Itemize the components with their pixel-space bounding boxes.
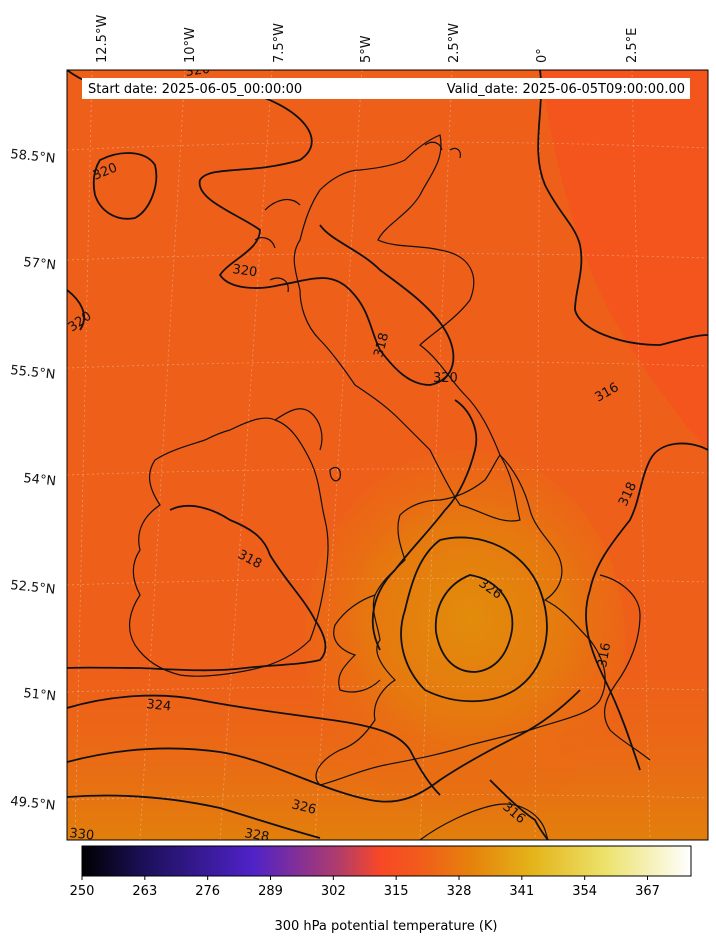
north-ireland-coast	[274, 408, 323, 451]
contour-324	[67, 694, 441, 796]
contour-label: 324	[146, 697, 172, 715]
longitude-labels: 12.5°W 10°W 7.5°W 5°W 2.5°W 0° 2.5°E	[95, 15, 640, 63]
colorbar-ticks	[81, 876, 648, 880]
lon-label: 2.5°W	[447, 23, 462, 63]
coastlines	[128, 134, 651, 840]
lat-label: 55.5°N	[10, 363, 56, 383]
colorbar-tick-label: 276	[195, 884, 221, 899]
contour-316	[537, 70, 708, 346]
england-coast	[315, 454, 606, 786]
france-coast	[419, 803, 549, 840]
contour-326-core	[434, 574, 514, 673]
colorbar-tick-label: 354	[572, 884, 598, 899]
colorbar-tick-label: 315	[383, 884, 409, 899]
lon-label: 5°W	[359, 35, 374, 63]
netherlands-coast	[599, 574, 651, 761]
lat-label: 58.5°N	[10, 147, 56, 167]
colorbar-tick-label: 328	[446, 884, 472, 899]
colorbar-title: 300 hPa potential temperature (K)	[274, 919, 498, 934]
map-frame	[66, 69, 709, 841]
contour-label: 326	[290, 797, 318, 818]
orkney-coast	[424, 141, 461, 159]
colorbar	[81, 845, 692, 877]
cool-east-shading	[540, 70, 708, 450]
contour-324-ring	[400, 536, 548, 703]
contour-318-east	[585, 442, 708, 771]
lat-label: 52.5°N	[10, 578, 56, 598]
ireland-coast	[128, 417, 329, 677]
lat-label: 49.5°N	[10, 794, 56, 814]
lon-label: 0°	[535, 48, 550, 63]
contour-320-west	[67, 289, 85, 331]
map-panel: 320 320 320 320 318 320 316 318 318 326 …	[67, 62, 708, 845]
colorbar-tick-label: 302	[320, 884, 346, 899]
contour-label: 316	[595, 642, 614, 669]
colorbar-tick-label: 263	[132, 884, 158, 899]
contour-label: 320	[433, 371, 458, 386]
valid-date-label: Valid_date: 2025-06-05T09:00:00.00	[447, 82, 685, 97]
lat-label: 54°N	[23, 471, 57, 489]
lat-label: 57°N	[23, 255, 57, 273]
contour-320-east	[371, 399, 478, 651]
lon-label: 10°W	[183, 27, 198, 63]
latitude-labels: 58.5°N 57°N 55.5°N 54°N 52.5°N 51°N 49.5…	[10, 147, 57, 814]
warm-core-shading	[305, 450, 625, 830]
contour-label: 318	[371, 331, 392, 359]
lon-label: 12.5°W	[95, 15, 110, 63]
contour-320-north	[67, 70, 455, 386]
colorbar-tick-label: 367	[635, 884, 660, 899]
lon-label: 2.5°E	[625, 28, 640, 63]
wales-coast	[333, 594, 381, 693]
colorbar-tick-label: 341	[509, 884, 535, 899]
header-box	[82, 78, 690, 99]
contour-316-south	[489, 779, 549, 840]
lat-label: 51°N	[23, 686, 57, 704]
isle-of-man	[329, 467, 341, 482]
scotland-coast	[293, 134, 521, 522]
start-date-label: Start date: 2025-06-05_00:00:00	[88, 82, 302, 97]
graticule	[67, 70, 708, 840]
contour-label: 330	[69, 826, 95, 844]
contour-label: 328	[243, 826, 270, 845]
contour-326	[67, 689, 581, 803]
contour-label: 320	[231, 262, 258, 280]
contour-label: 320	[184, 62, 211, 80]
contour-320-island	[92, 152, 158, 220]
contour-318-irish-sea	[67, 505, 327, 672]
colorbar-tick-label: 250	[69, 884, 95, 899]
contour-328	[67, 794, 321, 839]
colorbar-tick-label: 289	[258, 884, 283, 899]
lon-label: 7.5°W	[272, 23, 287, 63]
contours	[67, 70, 708, 840]
contour-labels: 320 320 320 320 318 320 316 318 318 326 …	[67, 62, 640, 845]
